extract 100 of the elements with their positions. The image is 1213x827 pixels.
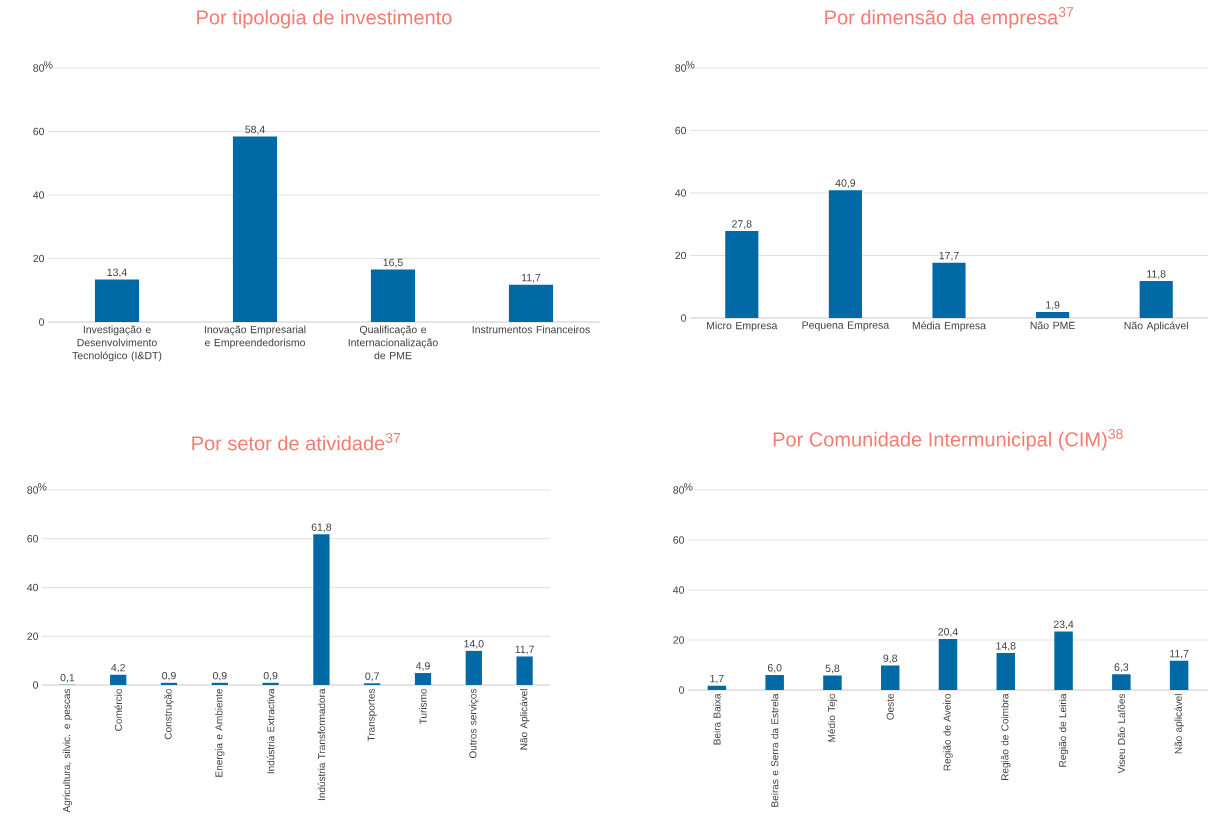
y-tick-label: 80 bbox=[675, 64, 687, 72]
x-tick-label: Não aplicável bbox=[1174, 694, 1184, 754]
bar bbox=[1169, 660, 1189, 690]
bar bbox=[707, 685, 727, 690]
data-label: 0,1 bbox=[60, 673, 75, 683]
bar bbox=[828, 190, 862, 318]
bar bbox=[1139, 281, 1173, 318]
x-tick-label: Construção bbox=[164, 688, 174, 740]
data-label: 0,9 bbox=[162, 671, 176, 681]
y-tick-label: 40 bbox=[675, 189, 687, 197]
y-tick-label: 60 bbox=[673, 536, 685, 544]
x-tick-label: Turismo bbox=[419, 688, 427, 725]
x-tick-label: Qualificação e Internacionalização de PME bbox=[348, 325, 438, 360]
x-tick-label: Região de Coimbra bbox=[1001, 693, 1011, 780]
bar bbox=[414, 673, 432, 685]
bar bbox=[1112, 674, 1131, 690]
data-label: 20,4 bbox=[938, 628, 958, 637]
y-tick-label: 60 bbox=[33, 127, 45, 136]
x-tick-label: Não PME bbox=[1030, 321, 1075, 330]
data-label: 17,7 bbox=[939, 251, 959, 261]
y-tick-label: 40 bbox=[673, 586, 685, 594]
data-label: 0,7 bbox=[365, 672, 379, 682]
data-label: 11,7 bbox=[1170, 649, 1189, 659]
y-tick-label: 0 bbox=[681, 314, 687, 322]
y-axis-title: % bbox=[37, 483, 47, 491]
x-tick-label: Investigação e Desenvolvimento Tecnológico (I&DT) bbox=[72, 325, 162, 362]
bar bbox=[1036, 312, 1070, 318]
y-tick-label: 60 bbox=[675, 126, 687, 135]
x-tick-label: Região de Aveiro bbox=[943, 693, 953, 771]
x-tick-label: Viseu Dão Lafões bbox=[1117, 693, 1125, 774]
y-tick-label: 80 bbox=[33, 64, 45, 72]
x-tick-label: Beiras e Serra da Estrela bbox=[771, 693, 779, 807]
bar bbox=[465, 650, 482, 685]
x-tick-label: Inovação Empresarial e Empreendedorismo bbox=[204, 325, 306, 349]
bar bbox=[94, 279, 140, 322]
bar bbox=[516, 656, 533, 685]
y-tick-label: 20 bbox=[33, 254, 45, 263]
x-tick-label: Beira Baixa bbox=[713, 693, 721, 745]
data-label: 6,0 bbox=[767, 664, 782, 673]
x-tick-label: Energia e Ambiente bbox=[215, 688, 225, 777]
data-label: 1,7 bbox=[710, 674, 724, 684]
bar bbox=[232, 136, 278, 322]
y-axis-title: % bbox=[43, 61, 53, 69]
x-tick-label: Não Aplicável bbox=[1124, 321, 1188, 332]
x-tick-label: Pequena Empresa bbox=[802, 321, 890, 331]
data-label: 14,0 bbox=[464, 640, 484, 649]
data-label: 4,9 bbox=[415, 662, 430, 671]
bar bbox=[725, 231, 759, 318]
chart-title: Por Comunidade Intermunicipal (CIM)$^{38}$ bbox=[773, 428, 1123, 451]
bar bbox=[823, 675, 842, 690]
y-tick-label: 40 bbox=[33, 191, 45, 199]
x-tick-label: Comércio bbox=[114, 688, 122, 731]
data-label: 6,3 bbox=[1114, 663, 1129, 673]
y-tick-label: 80 bbox=[673, 486, 685, 494]
bar bbox=[765, 674, 784, 690]
bar bbox=[262, 682, 279, 685]
y-tick-label: 0 bbox=[39, 318, 45, 326]
x-tick-label: Médio Tejo bbox=[827, 693, 838, 742]
x-tick-label: Outros serviços bbox=[469, 688, 479, 759]
bar bbox=[1054, 631, 1073, 690]
chart-title: Por dimensão da empresa$^{37}$ bbox=[825, 6, 1074, 29]
chart-title: Por setor de atividade$^{37}$ bbox=[192, 432, 401, 451]
bar bbox=[370, 269, 416, 322]
data-label: 0,9 bbox=[212, 671, 227, 681]
data-label: 4,2 bbox=[111, 663, 125, 673]
data-label: 27,8 bbox=[732, 220, 752, 229]
y-tick-label: 20 bbox=[27, 632, 39, 640]
bar bbox=[932, 262, 966, 318]
y-axis-title: % bbox=[685, 61, 695, 69]
x-tick-label: Região de Leiria bbox=[1058, 693, 1069, 767]
data-label: 40,9 bbox=[835, 179, 856, 188]
bar bbox=[110, 674, 127, 685]
y-tick-label: 0 bbox=[679, 686, 685, 694]
chart-title: Por tipologia de investimento bbox=[197, 9, 452, 29]
x-tick-label: Não Aplicável bbox=[519, 689, 530, 750]
data-label: 14,8 bbox=[996, 642, 1016, 651]
data-label: 61,8 bbox=[311, 523, 332, 533]
data-label: 13,4 bbox=[107, 268, 127, 278]
data-label: 0,9 bbox=[263, 671, 278, 681]
data-label: 11,7 bbox=[515, 645, 534, 655]
y-tick-label: 0 bbox=[33, 681, 39, 689]
y-tick-label: 60 bbox=[27, 535, 39, 543]
bar bbox=[313, 534, 330, 685]
x-tick-label: Indústria Extractiva bbox=[266, 688, 275, 774]
x-tick-label: Indústria Transformadora bbox=[317, 688, 326, 801]
data-label: 9,8 bbox=[883, 654, 898, 664]
data-label: 23,4 bbox=[1053, 620, 1074, 630]
y-tick-label: 80 bbox=[27, 486, 39, 494]
x-tick-label: Média Empresa bbox=[912, 321, 987, 332]
y-tick-label: 40 bbox=[27, 583, 39, 592]
data-label: 11,7 bbox=[521, 274, 541, 283]
y-tick-label: 20 bbox=[675, 251, 687, 260]
bar bbox=[996, 652, 1016, 690]
y-tick-label: 20 bbox=[673, 636, 685, 644]
x-tick-label: Transportes bbox=[367, 688, 377, 742]
x-tick-label: Oeste bbox=[886, 693, 894, 720]
x-tick-label: Instrumentos Financeiros bbox=[472, 325, 590, 334]
bar bbox=[880, 665, 900, 690]
data-label: 16,5 bbox=[383, 258, 403, 268]
data-label: 5,8 bbox=[825, 664, 840, 674]
